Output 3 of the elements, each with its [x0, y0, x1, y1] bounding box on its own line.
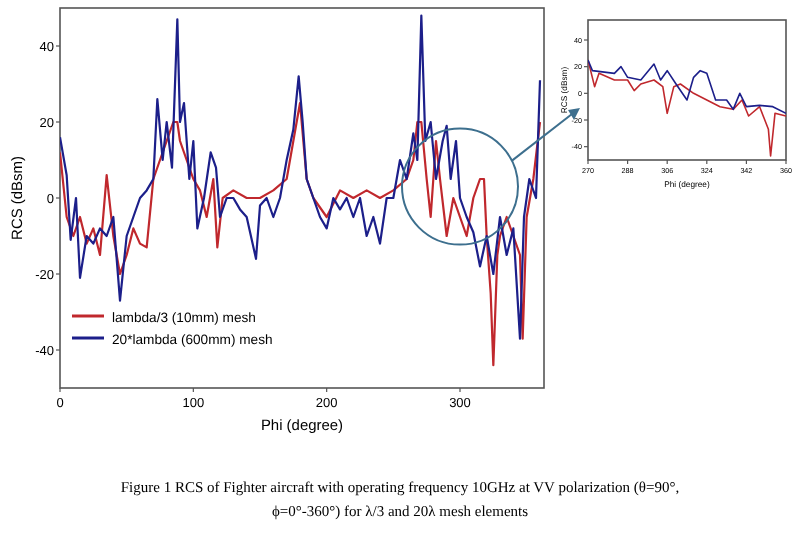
- line-series: [588, 59, 786, 157]
- line-series: [60, 101, 542, 367]
- line-series: [588, 59, 786, 115]
